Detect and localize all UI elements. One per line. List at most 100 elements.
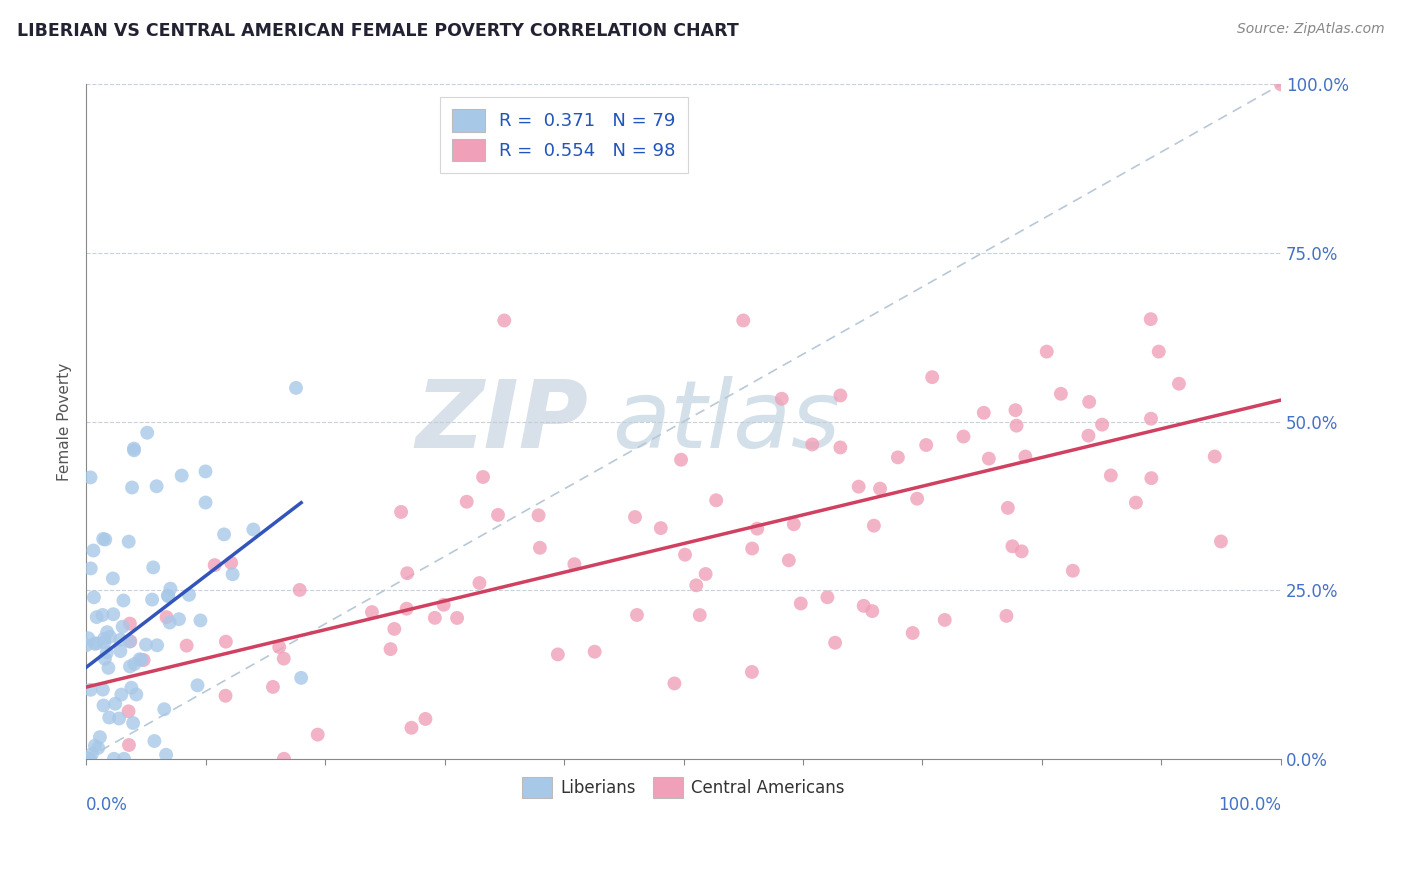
Point: [1014, 450, 1036, 464]
Point: [108, 711, 131, 725]
Y-axis label: Female Poverty: Female Poverty: [58, 362, 72, 481]
Point: [848, 480, 870, 494]
Point: [1125, 495, 1147, 509]
Point: [146, 638, 169, 652]
Point: [456, 494, 478, 508]
Point: [143, 734, 166, 748]
Point: [887, 450, 910, 465]
Point: [626, 607, 648, 622]
Point: [141, 592, 163, 607]
Point: [93, 632, 115, 646]
Point: [177, 588, 200, 602]
Point: [194, 495, 217, 509]
Point: [468, 576, 491, 591]
Point: [288, 582, 311, 597]
Point: [685, 578, 707, 592]
Point: [361, 605, 384, 619]
Point: [122, 442, 145, 456]
Point: [446, 611, 468, 625]
Point: [83, 591, 105, 605]
Point: [624, 510, 647, 524]
Point: [583, 645, 606, 659]
Point: [157, 589, 180, 603]
Point: [423, 611, 446, 625]
Point: [120, 634, 142, 648]
Point: [997, 500, 1019, 515]
Point: [934, 613, 956, 627]
Point: [415, 712, 437, 726]
Point: [190, 614, 212, 628]
Point: [1077, 428, 1099, 442]
Point: [905, 491, 928, 506]
Point: [170, 468, 193, 483]
Point: [395, 601, 418, 615]
Point: [564, 557, 586, 571]
Point: [131, 653, 153, 667]
Point: [219, 556, 242, 570]
Point: [380, 642, 402, 657]
Point: [103, 752, 125, 766]
Point: [527, 508, 550, 523]
Point: [1062, 564, 1084, 578]
Point: [91, 607, 114, 622]
Point: [1011, 544, 1033, 558]
Point: [778, 553, 800, 567]
Point: [290, 671, 312, 685]
Point: [273, 651, 295, 665]
Point: [830, 441, 852, 455]
Point: [94, 533, 117, 547]
Point: [104, 697, 127, 711]
Point: [142, 560, 165, 574]
Point: [262, 680, 284, 694]
Point: [770, 392, 793, 406]
Point: [86, 636, 108, 650]
Point: [101, 571, 124, 585]
Point: [747, 522, 769, 536]
Point: [91, 532, 114, 546]
Point: [977, 451, 1000, 466]
Point: [801, 437, 824, 451]
Point: [995, 608, 1018, 623]
Point: [695, 566, 717, 581]
Point: [186, 678, 208, 692]
Point: [650, 521, 672, 535]
Point: [194, 465, 217, 479]
Point: [815, 591, 838, 605]
Point: [221, 567, 243, 582]
Point: [1209, 534, 1232, 549]
Point: [77, 752, 100, 766]
Point: [1140, 471, 1163, 485]
Point: [86, 610, 108, 624]
Point: [80, 561, 103, 575]
Point: [83, 637, 105, 651]
Point: [112, 752, 135, 766]
Legend: Liberians, Central Americans: Liberians, Central Americans: [516, 771, 852, 805]
Point: [96, 625, 118, 640]
Point: [124, 657, 146, 671]
Point: [307, 728, 329, 742]
Point: [741, 665, 763, 679]
Point: [159, 615, 181, 630]
Point: [110, 688, 132, 702]
Point: [783, 517, 806, 532]
Point: [112, 593, 135, 607]
Point: [901, 626, 924, 640]
Point: [176, 639, 198, 653]
Text: LIBERIAN VS CENTRAL AMERICAN FEMALE POVERTY CORRELATION CHART: LIBERIAN VS CENTRAL AMERICAN FEMALE POVE…: [17, 22, 738, 40]
Point: [214, 689, 236, 703]
Point: [167, 612, 190, 626]
Point: [952, 429, 974, 443]
Point: [84, 739, 107, 753]
Point: [741, 541, 763, 556]
Point: [155, 610, 177, 624]
Point: [125, 688, 148, 702]
Point: [1078, 395, 1101, 409]
Point: [122, 716, 145, 731]
Point: [110, 632, 132, 647]
Point: [673, 548, 696, 562]
Point: [921, 370, 943, 384]
Point: [242, 523, 264, 537]
Point: [860, 604, 883, 618]
Point: [1004, 403, 1026, 417]
Point: [118, 634, 141, 648]
